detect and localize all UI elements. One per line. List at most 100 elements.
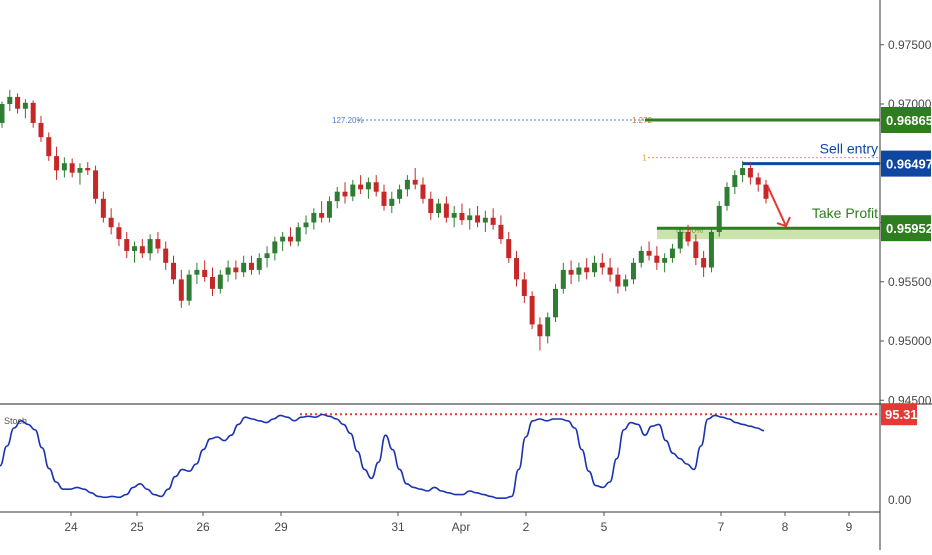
time-tick-label: 24 [64,520,78,534]
candle-body [498,224,504,240]
candle-body [451,213,457,218]
candle-body [732,175,738,187]
fib-127-right-label: 1.272 [632,116,653,125]
candle-body [584,267,590,273]
sell-entry-price-tag-text: 0.96497 [886,157,932,172]
candle-body [646,250,652,256]
candle-body [677,231,683,249]
time-tick-label: 9 [846,520,853,534]
candle-body [108,217,114,228]
candle-body [747,167,753,178]
candle-body [85,167,91,171]
resistance-price-tag-text: 0.96865 [886,113,932,128]
candle-body [334,191,340,202]
candle-body [763,184,769,199]
candle-body [669,248,675,259]
candle-body [428,198,434,214]
candle-body [568,269,574,275]
candle-body [256,258,262,270]
candle-body [46,137,52,157]
time-tick-label: 2 [523,520,530,534]
candle-body [155,239,161,249]
candle-body [685,231,691,242]
sell-entry-text: Sell entry [820,141,878,157]
time-tick-label: 25 [130,520,144,534]
candle-body [100,198,106,218]
time-tick-label: 5 [601,520,608,534]
candle-body [537,324,543,337]
candle-body [467,215,473,221]
candle-body [373,182,379,192]
candle-body [311,213,317,223]
stoch-title: Stoch [4,416,27,426]
resistance-price-tag [881,106,931,133]
candle-body [443,203,449,218]
candle-body [209,277,215,289]
stoch-pane: Stoch 95.31 0.00 [0,403,918,507]
candle-body [194,269,200,275]
candle-body [358,184,364,190]
time-tick-label: Apr [452,520,471,534]
candle-body [560,269,566,289]
candle-body [147,239,153,254]
candle-body [708,231,714,268]
fib-618-label: 61.80% [676,226,703,235]
time-tick-label: 8 [782,520,789,534]
candle-body [638,250,644,263]
candle-body [514,258,520,280]
candle-body [248,262,254,270]
price-tick-label: 0.97500 [888,38,932,52]
projection-arrow-shaft [767,186,787,227]
candle-body [521,279,527,296]
candle-body [132,246,138,251]
candle-body [202,269,208,278]
candle-body [61,163,67,171]
candle-body [654,255,660,263]
price-tags: 0.96865 0.96497 0.95952 [881,106,932,242]
candle-body [93,170,99,199]
candle-body [615,274,621,287]
candle-body [529,295,535,325]
fib-1-label: 1 [642,154,647,163]
candle-body [0,104,5,123]
candle-body [280,236,286,242]
candle-body [38,122,44,138]
take-profit-text: Take Profit [812,205,878,221]
candle-body [436,203,442,214]
candle-body [295,227,301,242]
stoch-line [0,413,765,500]
candle-body [591,262,597,273]
fib-127-label: 127.20% [332,116,364,125]
candle-body [15,96,21,109]
stoch-value-tag [881,403,917,426]
candle-body [389,198,395,206]
candle-body [716,205,722,232]
candle-body [217,274,223,289]
candle-body [326,201,332,218]
candle-body [124,239,130,251]
candle-body [404,179,410,190]
candle-body [350,184,356,197]
candle-body [163,248,169,263]
candle-body [272,241,278,254]
candle-body [22,102,28,109]
candle-body [7,96,13,104]
projection-arrow [767,186,791,228]
candle-body [607,267,613,275]
candle-body [30,102,36,123]
stoch-value-tag-text: 95.31 [885,407,918,422]
candle-body [490,217,496,225]
candle-body [576,267,582,275]
candle-body [342,191,348,197]
candle-body [662,258,668,263]
candle-body [116,227,122,240]
candle-body [319,213,325,218]
candle-body [397,189,403,199]
candle-body [186,274,192,301]
take-profit-price-tag [881,215,931,242]
candle-body [225,267,231,275]
time-tick-label: 7 [718,520,725,534]
